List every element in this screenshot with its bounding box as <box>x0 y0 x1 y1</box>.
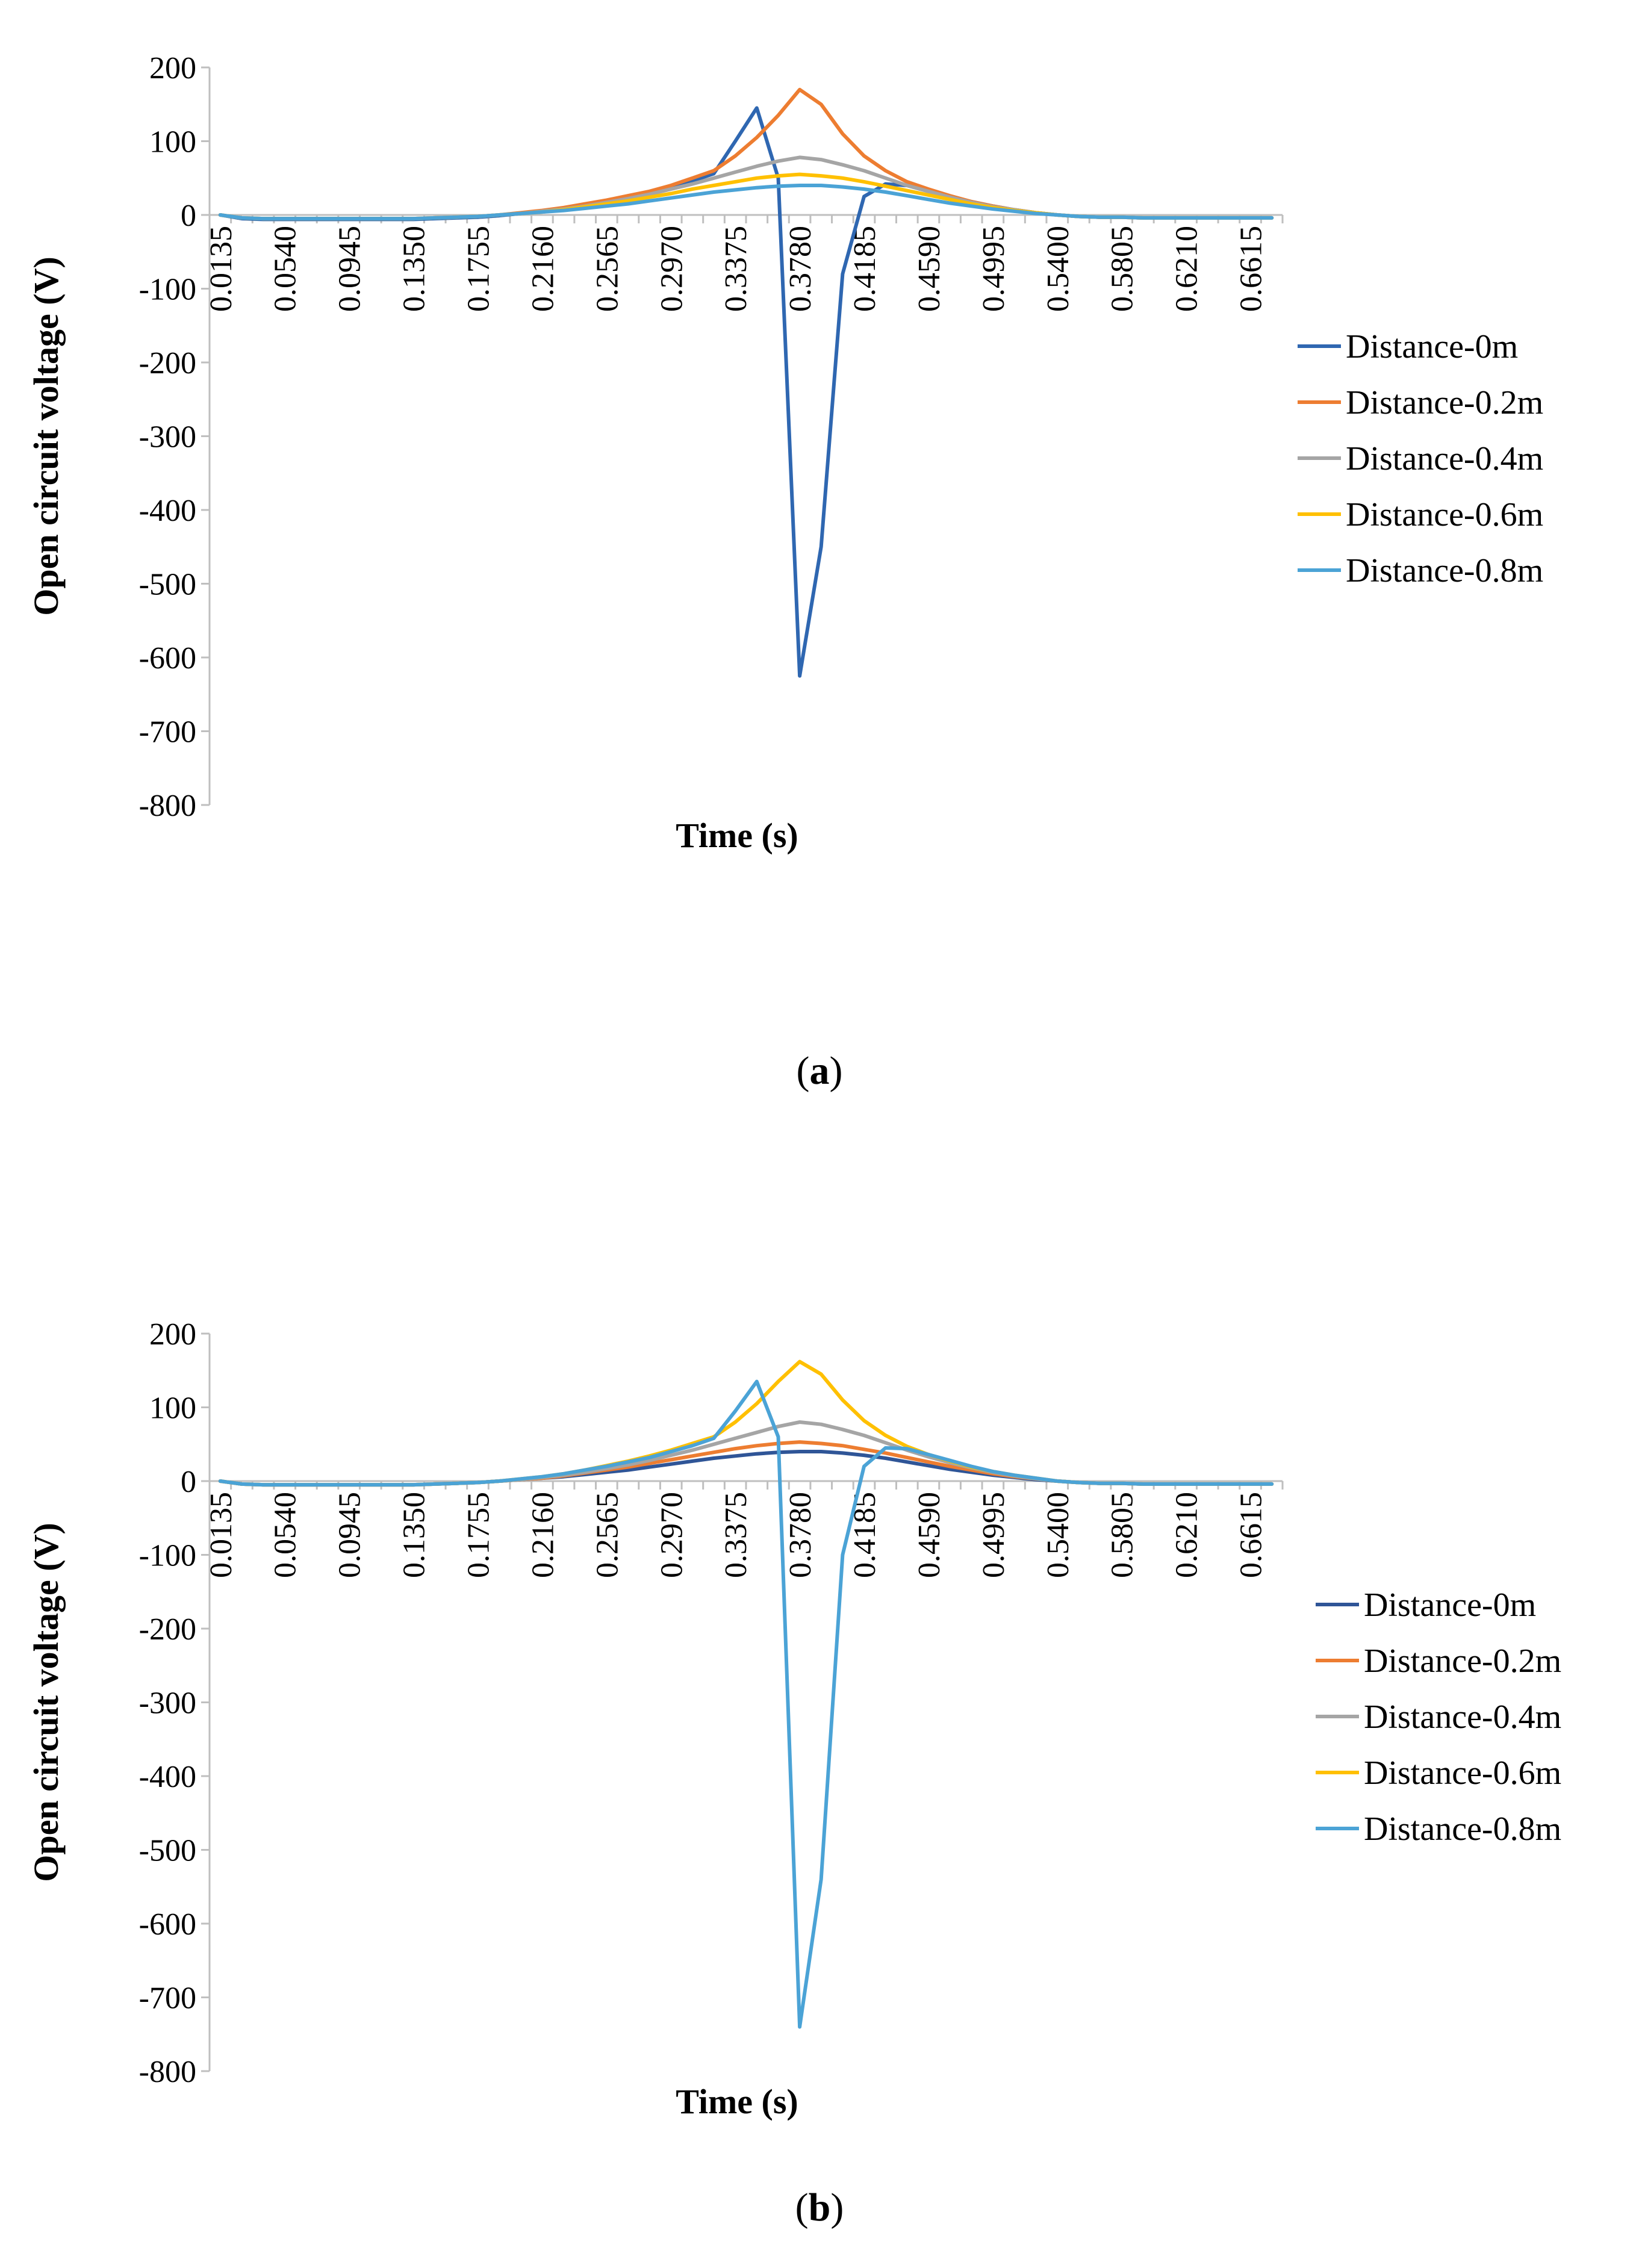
x-tick-label: 0.2160 <box>526 1492 560 1578</box>
x-tick-label: 0.1755 <box>462 1492 496 1578</box>
x-tick-label: 0.1755 <box>462 226 496 312</box>
x-tick-label: 0.2565 <box>590 226 624 312</box>
panel-caption: (a) <box>797 1049 843 1093</box>
x-tick-label: 0.3375 <box>719 226 753 312</box>
series-line-distance-0-8m <box>218 1379 1274 2029</box>
y-tick-label: 100 <box>149 1391 196 1426</box>
y-tick-label: -300 <box>139 1686 196 1721</box>
x-tick-label: 0.3780 <box>783 226 818 312</box>
y-tick-label: -400 <box>139 1760 196 1794</box>
y-tick-label: -700 <box>139 715 196 750</box>
y-tick-label: -400 <box>139 494 196 528</box>
x-tick-label: 0.2970 <box>655 226 689 312</box>
y-tick-label: -500 <box>139 568 196 602</box>
panel-caption: (b) <box>795 2186 844 2229</box>
x-tick-label: 0.3780 <box>783 1492 818 1578</box>
y-tick-label: 200 <box>149 51 196 85</box>
y-tick-label: -600 <box>139 641 196 676</box>
x-tick-label: 0.6210 <box>1170 226 1204 312</box>
legend-label: Distance-0m <box>1364 1586 1536 1624</box>
legend-label: Distance-0.6m <box>1364 1754 1561 1792</box>
x-axis-title: Time (s) <box>676 816 798 855</box>
x-tick-label: 0.0945 <box>333 1492 367 1578</box>
x-tick-label: 0.0540 <box>269 226 303 312</box>
x-tick-label: 0.0540 <box>269 1492 303 1578</box>
legend-label: Distance-0.6m <box>1346 496 1543 533</box>
y-tick-label: -300 <box>139 420 196 455</box>
x-tick-label: 0.4995 <box>977 226 1011 312</box>
legend-label: Distance-0.8m <box>1364 1810 1561 1848</box>
x-tick-label: 0.4590 <box>912 1492 947 1578</box>
y-tick-label: 0 <box>181 1465 196 1499</box>
y-tick-label: -800 <box>139 2055 196 2089</box>
legend-label: Distance-0.4m <box>1364 1698 1561 1736</box>
y-tick-label: 100 <box>149 125 196 160</box>
x-tick-label: 0.1350 <box>397 1492 432 1578</box>
x-tick-label: 0.6615 <box>1234 226 1269 312</box>
x-tick-label: 0.5805 <box>1106 226 1140 312</box>
legend-label: Distance-0.4m <box>1346 440 1543 477</box>
legend-label: Distance-0.2m <box>1346 384 1543 421</box>
x-tick-label: 0.5805 <box>1106 1492 1140 1578</box>
y-tick-label: 200 <box>149 1317 196 1352</box>
x-tick-label: 0.3375 <box>719 1492 753 1578</box>
x-tick-label: 0.0135 <box>204 1492 238 1578</box>
y-axis-title: Open circuit voltage (V) <box>26 1523 66 1882</box>
x-tick-label: 0.5400 <box>1041 1492 1075 1578</box>
x-tick-label: 0.6615 <box>1234 1492 1269 1578</box>
y-tick-label: 0 <box>181 199 196 233</box>
legend-label: Distance-0.8m <box>1346 552 1543 589</box>
y-tick-label: -100 <box>139 273 196 307</box>
y-axis-title: Open circuit voltage (V) <box>26 256 66 616</box>
legend: Distance-0m Distance-0.2m Distance-0.4m Dis… <box>1316 1586 1561 1848</box>
x-axis-title: Time (s) <box>676 2082 798 2121</box>
y-tick-label: -600 <box>139 1907 196 1942</box>
y-tick-label: -200 <box>139 1612 196 1647</box>
legend: Distance-0m Distance-0.2m Distance-0.4m Dis… <box>1298 328 1543 589</box>
y-tick-label: -500 <box>139 1834 196 1868</box>
y-tick-label: -100 <box>139 1539 196 1573</box>
x-tick-label: 0.6210 <box>1170 1492 1204 1578</box>
x-tick-label: 0.0945 <box>333 226 367 312</box>
x-tick-label: 0.2160 <box>526 226 560 312</box>
x-tick-label: 0.2565 <box>590 1492 624 1578</box>
x-tick-label: 0.5400 <box>1041 226 1075 312</box>
x-tick-label: 0.2970 <box>655 1492 689 1578</box>
legend-label: Distance-0m <box>1346 328 1518 365</box>
x-tick-label: 0.1350 <box>397 226 432 312</box>
y-tick-label: -800 <box>139 789 196 823</box>
chart-panel-a: 200 100 0 -100 -200 -300 -400 -500 -600 -700 -800 0… <box>26 51 1543 1093</box>
x-tick-label: 0.0135 <box>204 226 238 312</box>
legend-label: Distance-0.2m <box>1364 1642 1561 1680</box>
series-line-distance-0-8m <box>218 184 1274 221</box>
y-tick-label: -700 <box>139 1981 196 2016</box>
x-tick-label: 0.4995 <box>977 1492 1011 1578</box>
chart-panel-b: 200 100 0 -100 -200 -300 -400 -500 -600 -700 -800 0… <box>26 1317 1561 2229</box>
x-tick-label: 0.4590 <box>912 226 947 312</box>
y-tick-label: -200 <box>139 346 196 381</box>
